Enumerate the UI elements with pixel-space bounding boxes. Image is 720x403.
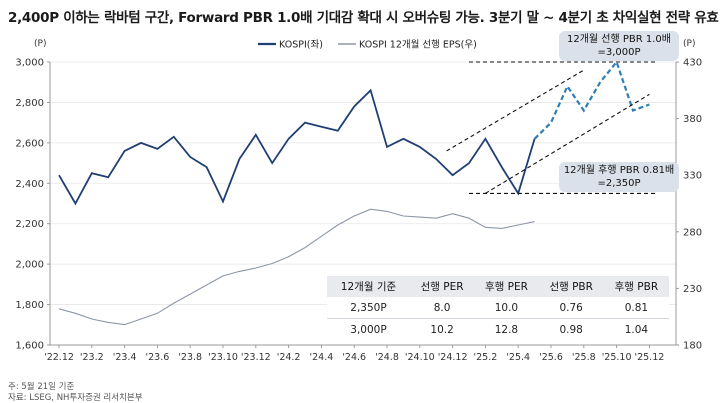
- table-cell: 2,350P: [327, 297, 410, 319]
- series-forecast-line: [533, 59, 650, 140]
- axes: 1,600 1,800 2,000 2,200 2,400 2,600 2,800 3,000…: [15, 39, 702, 363]
- y-right-tick-label: 330: [683, 171, 702, 182]
- x-tick-label: '25.10: [602, 352, 632, 363]
- valuation-table: 12개월 기준 선행 PER 후행 PER 선행 PBR 후행 PBR 2,35…: [327, 276, 669, 340]
- callout-pbr-1.0: 12개월 선행 PBR 1.0배 =3,000P: [559, 31, 679, 61]
- legend-label-kospi: KOSPI(좌): [279, 40, 323, 51]
- series-layer: [58, 59, 650, 326]
- legend-label-eps: KOSPI 12개월 선행 EPS(우): [359, 39, 477, 51]
- x-tick-label: '25.2: [474, 352, 498, 363]
- y-left-tick-label: 2,400: [15, 179, 44, 190]
- table-row: 2,350P 8.0 10.0 0.76 0.81: [327, 297, 669, 319]
- x-tick-label: '24.8: [375, 352, 399, 363]
- callout-bottom-line2: =2,350P: [597, 178, 641, 189]
- y-right-unit: (P): [683, 39, 695, 49]
- table-cell: 3,000P: [350, 323, 387, 336]
- chart-title: 2,400P 이하는 락바텀 구간, Forward PBR 1.0배 기대감 …: [8, 10, 719, 26]
- x-tick-label: '24.12: [438, 352, 468, 363]
- y-right-tick-label: 380: [683, 114, 702, 125]
- x-tick-label: '23.2: [80, 352, 104, 363]
- table-cell: 8.0: [409, 297, 475, 319]
- table-cell: 1.04: [624, 323, 649, 336]
- y-right-tick-label: 280: [683, 227, 702, 238]
- table-cell: 12.8: [494, 323, 519, 336]
- source-note: 자료: LSEG, NH투자증권 리서치본부: [8, 393, 143, 403]
- table-row: 3,000P 10.2 12.8 0.98 1.04: [327, 319, 669, 341]
- callout-top-line2: =3,000P: [597, 47, 641, 58]
- x-tick-label: '24.10: [405, 352, 435, 363]
- y-left-unit: (P): [34, 39, 46, 49]
- x-tick-label: '23.10: [208, 352, 238, 363]
- y-left-tick-label: 1,600: [15, 341, 44, 352]
- x-tick-label: '25.6: [539, 352, 563, 363]
- x-tick-label: '24.6: [342, 352, 366, 363]
- x-tick-label: '25.12: [634, 352, 664, 363]
- x-tick-label: '25.8: [572, 352, 596, 363]
- x-tick-label: '24.2: [277, 352, 301, 363]
- y-left-tick-label: 2,600: [15, 138, 44, 149]
- x-tick-label: '23.8: [178, 352, 202, 363]
- trend-channel-lower: [485, 93, 650, 194]
- table-cell: 0.81: [603, 297, 669, 319]
- table-cell: 0.98: [559, 323, 583, 336]
- table-cell: 10.0: [474, 297, 539, 319]
- y-left-tick-label: 3,000: [15, 58, 44, 69]
- y-right-tick-label: 180: [683, 341, 702, 352]
- y-left-tick-label: 2,800: [15, 98, 44, 109]
- table-header: 12개월 기준: [327, 276, 410, 297]
- y-left-tick-label: 2,000: [15, 260, 44, 271]
- trend-channel-upper: [446, 69, 585, 152]
- x-tick-label: '23.12: [241, 352, 271, 363]
- series-kospi-line: [58, 88, 536, 206]
- callout-top-line1: 12개월 선행 PBR 1.0배: [566, 34, 671, 45]
- x-tick-label: '25.4: [506, 352, 530, 363]
- x-tick-label: '23.4: [113, 352, 137, 363]
- callout-bottom-line1: 12개월 후행 PBR 0.81배: [563, 165, 675, 176]
- x-tick-label: '23.6: [146, 352, 170, 363]
- table-cell: 10.2: [430, 323, 454, 336]
- table-cell: 0.76: [538, 297, 604, 319]
- table-header: 선행 PBR: [538, 276, 604, 297]
- callout-pbr-0.81: 12개월 후행 PBR 0.81배 =2,350P: [559, 162, 679, 192]
- y-left-tick-label: 2,200: [15, 219, 44, 230]
- table-header: 후행 PER: [474, 276, 539, 297]
- series-eps-line: [58, 208, 535, 326]
- footnote: 주: 5월 21일 기준: [8, 382, 75, 392]
- x-tick-label: '22.12: [44, 352, 74, 363]
- table-header: 선행 PER: [409, 276, 475, 297]
- y-right-tick-label: 430: [683, 58, 702, 69]
- y-right-tick-label: 230: [683, 284, 702, 295]
- x-tick-label: '24.4: [310, 352, 334, 363]
- reference-lines: [446, 61, 656, 194]
- table-header-row: 12개월 기준 선행 PER 후행 PER 선행 PBR 후행 PBR: [327, 276, 669, 297]
- legend: KOSPI(좌) KOSPI 12개월 선행 EPS(우): [258, 39, 477, 51]
- table-header: 후행 PBR: [603, 276, 669, 297]
- y-left-tick-label: 1,800: [15, 300, 44, 311]
